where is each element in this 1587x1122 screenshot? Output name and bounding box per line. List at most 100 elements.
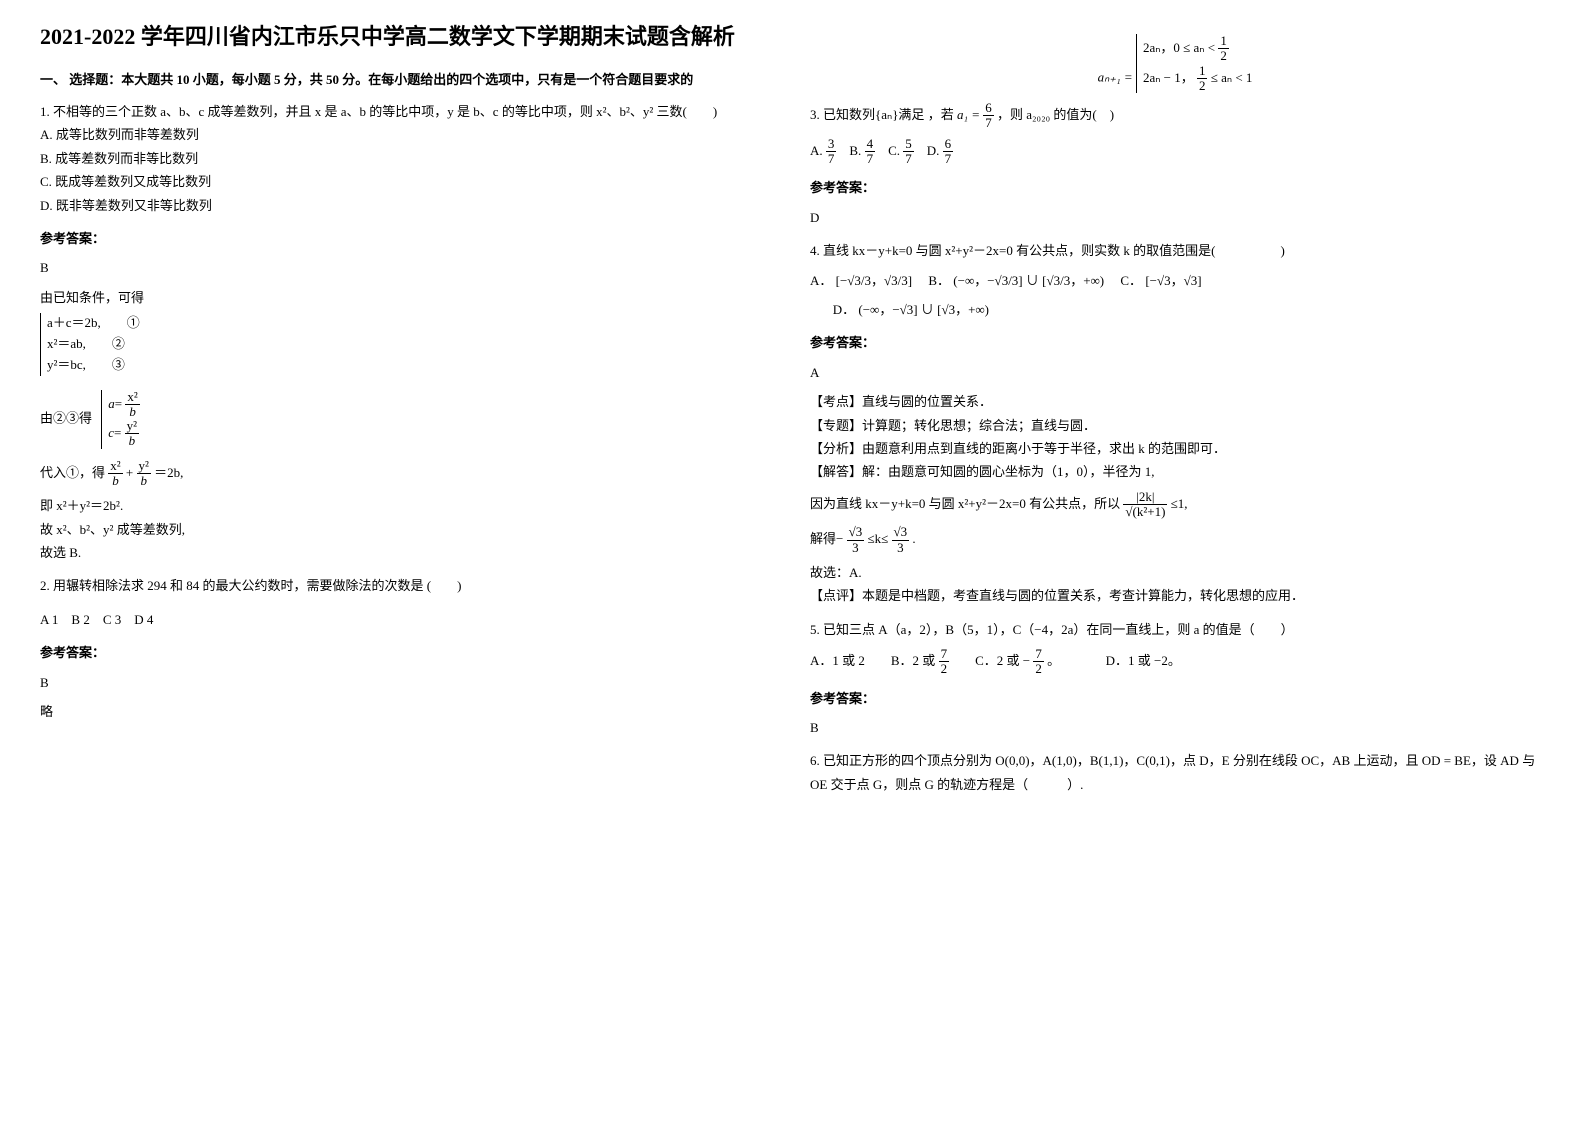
- q1-expl6: 故选 B.: [40, 541, 770, 564]
- q4-answer-label: 参考答案：: [810, 331, 1540, 354]
- q1-expl5: 故 x²、b²、y² 成等差数列,: [40, 518, 770, 541]
- q4-options-row1: A． [−√3/3，√3/3] B． (−∞，−√3/3] ∪ [√3/3，+∞…: [810, 269, 1540, 292]
- q3-piece1-lhs: 2aₙ，0 ≤ aₙ <: [1143, 40, 1215, 55]
- q1-sub-frac2-den: b: [137, 474, 151, 488]
- q3-optB-pre: B.: [849, 143, 861, 158]
- q4-answer: A: [810, 361, 1540, 384]
- q4-t5-pre: 因为直线 kx－y+k=0 与圆 x²+y²－2x=0 有公共点，所以: [810, 495, 1120, 510]
- q5-optB-pre: B．2 或: [891, 653, 935, 668]
- q3-optD-num: 6: [943, 137, 954, 152]
- q2-note: 略: [40, 700, 770, 723]
- q4-optA: [−√3/3，√3/3]: [836, 273, 912, 288]
- right-column: aₙ₊₁ = 2aₙ，0 ≤ aₙ < 12 2aₙ − 1， 12 ≤ aₙ …: [810, 20, 1540, 806]
- q1-sys-line3: y²＝bc, ③: [47, 355, 140, 376]
- q5-optC-pre: C．2 或: [975, 653, 1019, 668]
- q1-option-c: C. 既成等差数列又成等比数列: [40, 170, 770, 193]
- q5-answer: B: [810, 716, 1540, 739]
- q4-t6-b-num: √3: [892, 525, 910, 540]
- question-3: aₙ₊₁ = 2aₙ，0 ≤ aₙ < 12 2aₙ − 1， 12 ≤ aₙ …: [810, 30, 1540, 229]
- q4-t1: 【考点】直线与圆的位置关系．: [810, 390, 1540, 413]
- q1-sys-line2: x²＝ab, ②: [47, 334, 140, 355]
- question-4: 4. 直线 kx－y+k=0 与圆 x²+y²－2x=0 有公共点，则实数 k …: [810, 239, 1540, 607]
- exam-page: 2021-2022 学年四川省内江市乐只中学高二数学文下学期期末试题含解析 一、…: [40, 20, 1540, 806]
- q4-t6-a-num: √3: [847, 525, 865, 540]
- q4-t7: 故选：A.: [810, 561, 1540, 584]
- q3-cond-pre: ，若: [928, 107, 954, 122]
- q6-stem: 6. 已知正方形的四个顶点分别为 O(0,0)，A(1,0)，B(1,1)，C(…: [810, 749, 1540, 796]
- q1-frac-a-den: b: [125, 405, 139, 419]
- q1-expl3-rhs: ＝2b,: [154, 464, 183, 479]
- q3-optB-den: 7: [865, 152, 876, 166]
- q1-frac-c-den: b: [125, 434, 139, 448]
- q2-answer-label: 参考答案：: [40, 641, 770, 664]
- q3-a1-den: 7: [983, 116, 994, 130]
- q5-optB-num: 7: [939, 647, 950, 662]
- q1-option-a: A. 成等比数列而非等差数列: [40, 123, 770, 146]
- q3-optA-num: 3: [826, 137, 837, 152]
- q2-answer: B: [40, 671, 770, 694]
- q3-piece2-lhs: 2aₙ − 1，: [1143, 69, 1194, 84]
- q2-options: A 1 B 2 C 3 D 4: [40, 608, 770, 631]
- question-1: 1. 不相等的三个正数 a、b、c 成等差数列，并且 x 是 a、b 的等比中项…: [40, 100, 770, 564]
- question-2: 2. 用辗转相除法求 294 和 84 的最大公约数时，需要做除法的次数是 ( …: [40, 574, 770, 723]
- q3-piece2-tail: ≤ aₙ < 1: [1211, 69, 1253, 84]
- q1-substitute: 代入①，得 x²b + y²b ＝2b,: [40, 459, 770, 489]
- q3-answer-label: 参考答案：: [810, 176, 1540, 199]
- q1-expl-1: 由已知条件，可得: [40, 286, 770, 309]
- q3-p2-num: 1: [1197, 64, 1208, 79]
- q1-derive-ac: 由②③得 a= x²b c= y²b: [40, 386, 770, 453]
- q3-p1-den: 2: [1218, 49, 1229, 63]
- q3-optD-pre: D.: [927, 143, 940, 158]
- left-column: 2021-2022 学年四川省内江市乐只中学高二数学文下学期期末试题含解析 一、…: [40, 20, 770, 806]
- q3-optA-den: 7: [826, 152, 837, 166]
- q3-answer: D: [810, 206, 1540, 229]
- q5-optC-den: 2: [1033, 662, 1044, 676]
- q3-a1-num: 6: [983, 101, 994, 116]
- section-1-heading: 一、 选择题：本大题共 10 小题，每小题 5 分，共 50 分。在每小题给出的…: [40, 69, 770, 88]
- q4-stem: 4. 直线 kx－y+k=0 与圆 x²+y²－2x=0 有公共点，则实数 k …: [810, 239, 1540, 262]
- q4-t6-pre: 解得−: [810, 531, 843, 546]
- q1-sub-frac1-den: b: [108, 474, 122, 488]
- q1-system: a＋c＝2b, ① x²＝ab, ② y²＝bc, ③: [40, 313, 140, 375]
- q3-optA-pre: A.: [810, 143, 823, 158]
- page-title: 2021-2022 学年四川省内江市乐只中学高二数学文下学期期末试题含解析: [40, 20, 770, 53]
- question-6: 6. 已知正方形的四个顶点分别为 O(0,0)，A(1,0)，B(1,1)，C(…: [810, 749, 1540, 796]
- q3-optC-num: 5: [903, 137, 914, 152]
- q3-p2-den: 2: [1197, 79, 1208, 93]
- q4-options-row2: D． (−∞，−√3] ∪ [√3，+∞): [810, 298, 1540, 321]
- q5-optC-post: 。: [1047, 653, 1060, 668]
- q5-optD: D．1 或 −2。: [1106, 653, 1181, 668]
- q3-anext-lhs: aₙ₊₁ =: [1098, 69, 1133, 84]
- q4-t2: 【专题】计算题；转化思想；综合法；直线与圆．: [810, 414, 1540, 437]
- q1-option-b: B. 成等差数列而非等比数列: [40, 147, 770, 170]
- q4-optB-pre: B．: [928, 273, 950, 288]
- q1-expl3-pre: 代入①，得: [40, 464, 105, 479]
- q3-piecewise: aₙ₊₁ = 2aₙ，0 ≤ aₙ < 12 2aₙ − 1， 12 ≤ aₙ …: [810, 30, 1540, 97]
- q1-sub-frac2-num: y²: [137, 459, 151, 474]
- q3-stem-post: ，则 a₂₀₂₀ 的值为( ): [997, 107, 1114, 122]
- q4-optB: (−∞，−√3/3] ∪ [√3/3，+∞): [953, 273, 1104, 288]
- q3-stem-line: 3. 已知数列{aₙ}满足 ，若 a₁ = 67 ，则 a₂₀₂₀ 的值为( ): [810, 101, 1540, 131]
- q3-optD-den: 7: [943, 152, 954, 166]
- q4-t8: 【点评】本题是中档题，考查直线与圆的位置关系，考查计算能力，转化思想的应用．: [810, 584, 1540, 607]
- question-5: 5. 已知三点 A（a，2），B（5，1），C（−4，2a）在同一直线上，则 a…: [810, 618, 1540, 740]
- q4-t6-b-den: 3: [892, 541, 910, 555]
- q1-frac-c-num: y²: [125, 419, 139, 434]
- q1-expl2-pre: 由②③得: [40, 410, 92, 425]
- q3-stem-pre: 3. 已知数列{aₙ}满足: [810, 107, 924, 122]
- q4-optC-pre: C．: [1120, 273, 1142, 288]
- q5-options: A．1 或 2 B．2 或 72 C．2 或 − 72 。 D．1 或 −2。: [810, 647, 1540, 677]
- q1-frac-a-num: x²: [125, 390, 139, 405]
- q4-t5: 因为直线 kx－y+k=0 与圆 x²+y²－2x=0 有公共点，所以 |2k|…: [810, 490, 1540, 520]
- q4-t6-mid: ≤k≤: [867, 531, 888, 546]
- q2-stem: 2. 用辗转相除法求 294 和 84 的最大公约数时，需要做除法的次数是 ( …: [40, 574, 770, 597]
- q4-t6-a-den: 3: [847, 541, 865, 555]
- q3-p1-num: 1: [1218, 34, 1229, 49]
- q4-t6-post: .: [912, 531, 915, 546]
- q1-sub-frac1-num: x²: [108, 459, 122, 474]
- q1-option-d: D. 既非等差数列又非等比数列: [40, 194, 770, 217]
- q1-expl4: 即 x²＋y²＝2b².: [40, 494, 770, 517]
- q3-a1-lhs: a₁ =: [957, 107, 980, 122]
- q5-optA: A．1 或 2: [810, 653, 865, 668]
- q1-answer: B: [40, 256, 770, 279]
